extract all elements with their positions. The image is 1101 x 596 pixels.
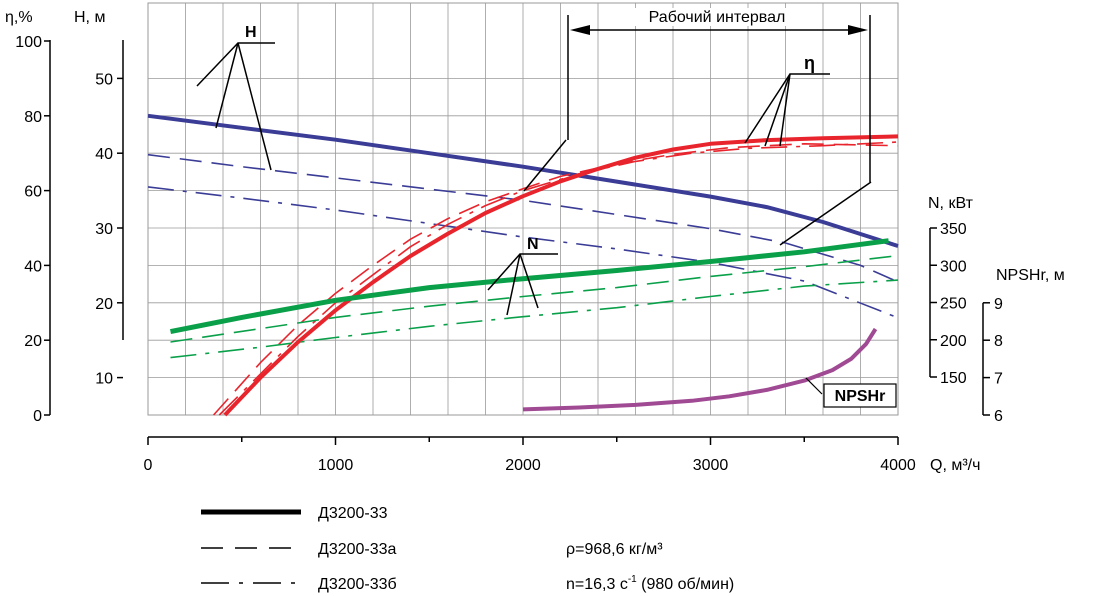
h-tick-label: 20	[95, 296, 113, 313]
n-tick-label: 350	[940, 221, 967, 238]
npsh-tick-label: 8	[994, 333, 1003, 350]
eta-tick-label: 60	[24, 184, 42, 201]
eta-tick-label: 0	[33, 408, 42, 425]
series-line-h-dashed	[147, 153, 899, 283]
h-tick-label: 40	[95, 146, 113, 163]
legend-label-0: Д3200-33	[318, 505, 388, 522]
eta-tick-label: 40	[24, 258, 42, 275]
series-line-n-dashdot	[170, 279, 899, 359]
q-tick-label: 1000	[318, 457, 354, 474]
working-interval: Рабочий интервал	[567, 8, 871, 182]
h-axis-title: Н, м	[74, 9, 105, 26]
chart-grid	[147, 3, 899, 416]
speed-note: n=16,3 с-1 (980 об/мин)	[566, 574, 734, 593]
h-tick-label: 10	[95, 371, 113, 388]
n-tick-label: 300	[940, 258, 967, 275]
q-tick-label: 2000	[505, 457, 541, 474]
q-tick-label: 0	[144, 457, 153, 474]
npsh-tick-label: 6	[994, 408, 1003, 425]
npsh-axis-title: NPSHr, м	[996, 267, 1065, 284]
eta-axis-title: η,%	[5, 9, 33, 26]
series-line-n-dashed	[170, 254, 899, 343]
q-tick-label: 4000	[880, 457, 916, 474]
plot-border	[147, 2, 899, 416]
series-line-eta-dashed	[213, 143, 899, 416]
series-line-npshr-solid	[522, 327, 878, 412]
n-axis-title: N, кВт	[928, 195, 974, 212]
h-curve-label: H	[245, 24, 257, 41]
npsh-tick-label: 7	[994, 371, 1003, 388]
legend-label-2: Д3200-33б	[318, 576, 397, 593]
density-note: ρ=968,6 кг/м³	[566, 541, 663, 558]
series-line-eta-solid	[223, 134, 899, 417]
npsh-label-box	[823, 383, 897, 408]
legend-label-1: Д3200-33а	[318, 541, 397, 558]
n-tick-label: 200	[940, 333, 967, 350]
series-line-eta-dashdot	[218, 141, 899, 416]
h-tick-label: 50	[95, 71, 113, 88]
legend: Д3200-33 Д3200-33а Д3200-33б	[201, 505, 397, 593]
n-tick-label: 150	[940, 370, 967, 387]
npsh-curve-label: NPSHr	[835, 388, 886, 405]
series-line-h-dashdot	[147, 186, 899, 319]
n-curve-label: N	[527, 236, 539, 253]
eta-tick-label: 100	[15, 34, 42, 51]
eta-curve-label: η	[804, 53, 815, 73]
axes-layer: 0 20 40 60 80 100 10 20 30 40 50 0 1000 2000 3000 4000 1…	[15, 34, 1003, 474]
plot-frame	[147, 2, 899, 416]
eta-tick-label: 80	[24, 109, 42, 126]
q-axis-title: Q, м³/ч	[930, 457, 980, 474]
h-tick-label: 30	[95, 221, 113, 238]
working-interval-label: Рабочий интервал	[649, 9, 786, 26]
curve-leaders	[196, 42, 872, 316]
series-layer	[147, 113, 899, 417]
eta-tick-label: 20	[24, 333, 42, 350]
n-tick-label: 250	[940, 296, 967, 313]
npsh-leader	[805, 377, 823, 395]
npsh-tick-label: 9	[994, 296, 1003, 313]
series-line-n-solid	[170, 238, 889, 335]
q-tick-label: 3000	[693, 457, 729, 474]
